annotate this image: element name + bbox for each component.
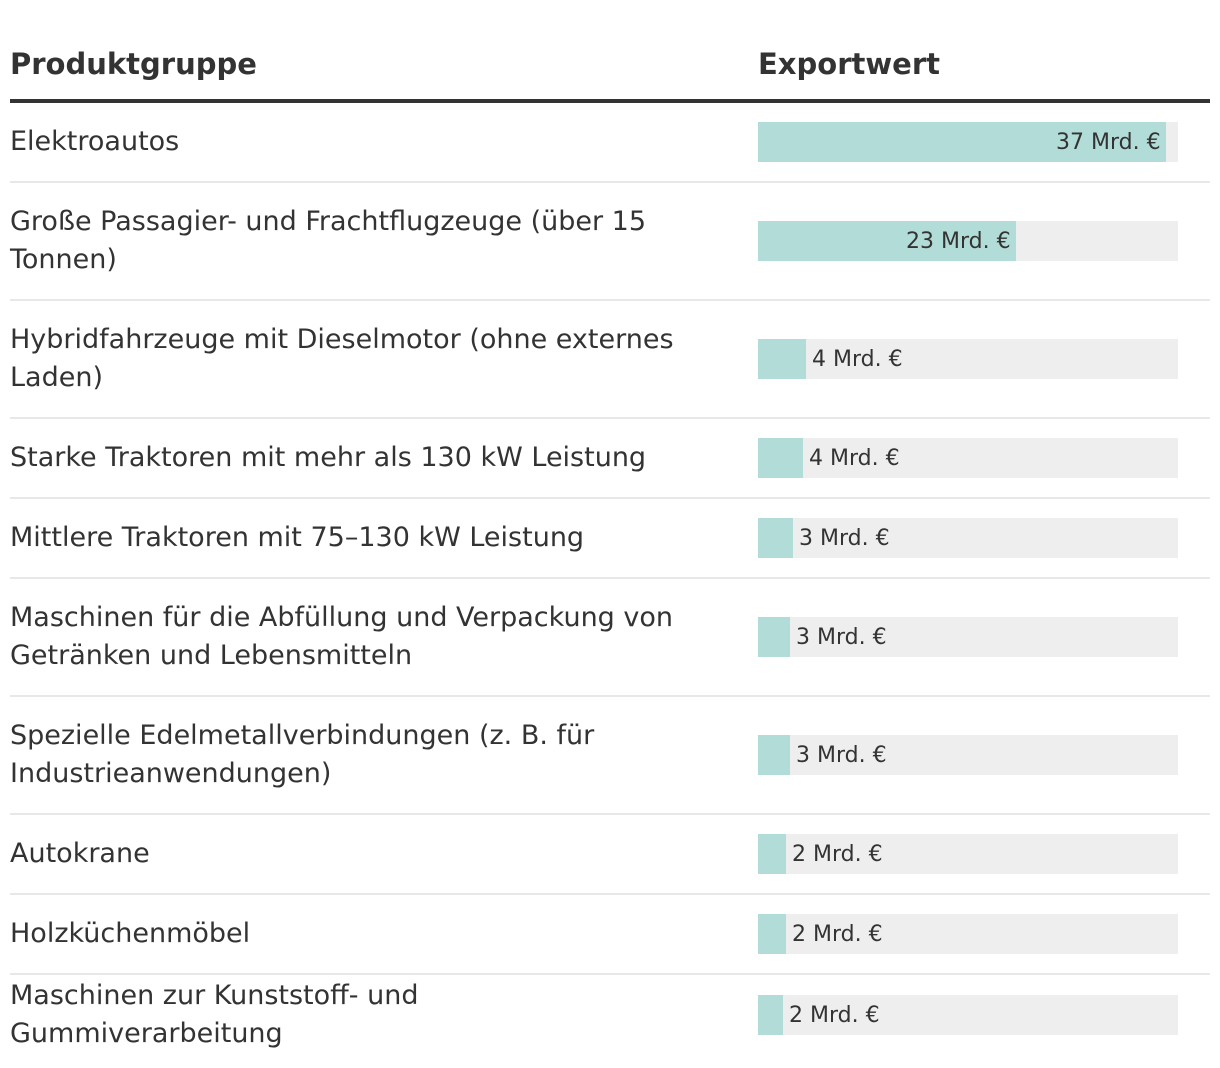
bar [758, 914, 786, 954]
row-label: Spezielle Edelmetallverbindungen (z. B. … [10, 720, 595, 789]
row-value-cell: 2 Mrd. € [758, 914, 1210, 954]
bar-value-label: 4 Mrd. € [812, 347, 903, 372]
bar-track: 3 Mrd. € [758, 735, 1178, 775]
table-row: Hybridfahrzeuge mit Dieselmotor (ohne ex… [10, 301, 1210, 419]
row-label: Starke Traktoren mit mehr als 130 kW Lei… [10, 442, 647, 473]
bar [758, 339, 806, 379]
bar [758, 617, 790, 657]
row-value-cell: 3 Mrd. € [758, 518, 1210, 558]
bar-track: 2 Mrd. € [758, 834, 1178, 874]
table-row: Starke Traktoren mit mehr als 130 kW Lei… [10, 419, 1210, 499]
bar-value-label: 23 Mrd. € [906, 229, 1011, 254]
row-value-cell: 2 Mrd. € [758, 834, 1210, 874]
bar-value-label: 3 Mrd. € [796, 743, 887, 768]
table-row: Holzküchenmöbel 2 Mrd. € [10, 895, 1210, 975]
bar [758, 122, 1166, 162]
bar-value-label: 2 Mrd. € [789, 1003, 880, 1028]
row-value-cell: 4 Mrd. € [758, 339, 1210, 379]
row-label: Hybridfahrzeuge mit Dieselmotor (ohne ex… [10, 324, 674, 393]
row-label: Maschinen für die Abfüllung und Verpacku… [10, 602, 674, 671]
table-row: Große Passagier- und Frachtflugzeuge (üb… [10, 183, 1210, 301]
column-header-exportwert: Exportwert [758, 46, 940, 81]
table-row: Spezielle Edelmetallverbindungen (z. B. … [10, 697, 1210, 815]
row-value-cell: 3 Mrd. € [758, 735, 1210, 775]
row-value-cell: 37 Mrd. € [758, 122, 1210, 162]
bar-value-label: 2 Mrd. € [792, 842, 883, 867]
bar [758, 834, 786, 874]
bar-value-label: 2 Mrd. € [792, 922, 883, 947]
bar-value-label: 37 Mrd. € [1056, 130, 1161, 155]
bar-track: 4 Mrd. € [758, 438, 1178, 478]
bar [758, 438, 803, 478]
row-label: Holzküchenmöbel [10, 918, 251, 949]
export-table: Produktgruppe Exportwert Elektroautos 37 … [10, 30, 1210, 1055]
table-row: Maschinen zur Kunststoff- und Gummiverar… [10, 975, 1210, 1055]
table-body: Elektroautos 37 Mrd. € Große Passagier- un… [10, 103, 1210, 1055]
table-row: Maschinen für die Abfüllung und Verpacku… [10, 579, 1210, 697]
bar-value-label: 3 Mrd. € [796, 625, 887, 650]
row-label: Maschinen zur Kunststoff- und Gummiverar… [10, 980, 419, 1049]
table-row: Autokrane 2 Mrd. € [10, 815, 1210, 895]
bar [758, 735, 790, 775]
table-row: Mittlere Traktoren mit 75–130 kW Leistun… [10, 499, 1210, 579]
bar [758, 518, 793, 558]
table-row: Elektroautos 37 Mrd. € [10, 103, 1210, 183]
bar-track: 23 Mrd. € [758, 221, 1178, 261]
row-value-cell: 3 Mrd. € [758, 617, 1210, 657]
bar-track: 3 Mrd. € [758, 617, 1178, 657]
table-header: Produktgruppe Exportwert [10, 30, 1210, 103]
row-value-cell: 2 Mrd. € [758, 995, 1210, 1035]
bar-track: 2 Mrd. € [758, 995, 1178, 1035]
row-value-cell: 4 Mrd. € [758, 438, 1210, 478]
bar-track: 37 Mrd. € [758, 122, 1178, 162]
bar-track: 4 Mrd. € [758, 339, 1178, 379]
bar [758, 995, 783, 1035]
bar-track: 3 Mrd. € [758, 518, 1178, 558]
bar [758, 221, 1016, 261]
row-value-cell: 23 Mrd. € [758, 221, 1210, 261]
bar-value-label: 4 Mrd. € [809, 446, 900, 471]
column-header-produktgruppe: Produktgruppe [10, 46, 257, 81]
bar-value-label: 3 Mrd. € [799, 526, 890, 551]
bar-track: 2 Mrd. € [758, 914, 1178, 954]
row-label: Elektroautos [10, 126, 180, 157]
row-label: Autokrane [10, 838, 150, 869]
row-label: Mittlere Traktoren mit 75–130 kW Leistun… [10, 522, 585, 553]
row-label: Große Passagier- und Frachtflugzeuge (üb… [10, 206, 647, 275]
